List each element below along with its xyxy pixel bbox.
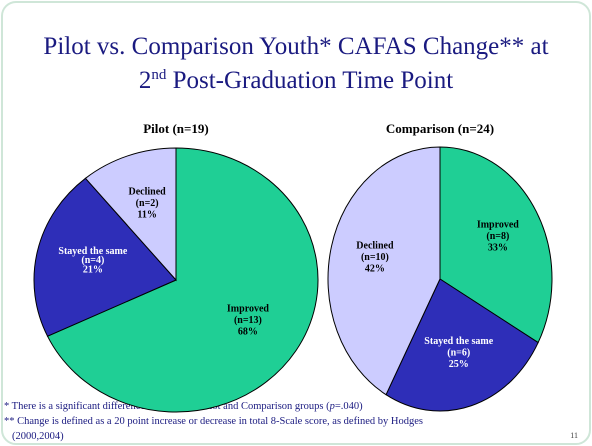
pie-slice bbox=[33, 177, 177, 337]
slice-label: Stayed the same (n=6) 25% bbox=[424, 336, 493, 370]
title-part: 2 bbox=[139, 67, 152, 94]
slice-label-line: (n=4) bbox=[81, 255, 104, 266]
pie-slice bbox=[385, 278, 539, 412]
footnote-part: p bbox=[329, 401, 335, 412]
slice-label-line: 25% bbox=[449, 359, 469, 370]
slice-label-line: Improved bbox=[227, 303, 269, 314]
slice-label-line: Stayed the same bbox=[424, 336, 493, 347]
slice-label: Declined (n=10) 42% bbox=[356, 240, 394, 274]
slice-label-line: Stayed the same bbox=[58, 246, 127, 257]
slice-label: Improved (n=8) 33% bbox=[477, 220, 519, 254]
slice-label-line: (n=2) bbox=[136, 198, 159, 209]
footnote-part: =.040) bbox=[335, 401, 363, 412]
slide-title: Pilot vs. Comparison Youth* CAFAS Change… bbox=[43, 33, 548, 60]
title-part: Post-Graduation Time Point bbox=[166, 67, 453, 94]
footnote: (2000,2004) bbox=[12, 431, 64, 442]
footnote: ** Change is defined as a 20 point incre… bbox=[4, 416, 423, 427]
slice-label-line: 42% bbox=[365, 263, 385, 274]
slice-label: Stayed the same (n=4) 21% bbox=[58, 246, 127, 275]
slice-label-line: Declined bbox=[129, 186, 167, 197]
chart-title: Comparison (n=24) bbox=[386, 121, 494, 136]
pie-slice bbox=[327, 146, 441, 396]
slice-label-line: Declined bbox=[356, 240, 394, 251]
slice-label: Improved (n=13) 68% bbox=[227, 303, 269, 337]
pie-slice bbox=[439, 146, 553, 344]
slice-label-line: (n=13) bbox=[234, 315, 262, 326]
slice-label-line: 11% bbox=[137, 209, 156, 220]
title-superscript: nd bbox=[151, 67, 167, 83]
slice-label-line: Improved bbox=[477, 220, 519, 231]
slice-label-line: 21% bbox=[83, 264, 103, 275]
slice-label-line: 68% bbox=[238, 326, 258, 337]
slice-label-line: (n=6) bbox=[447, 348, 470, 359]
slide-title: 2nd Post-Graduation Time Point bbox=[139, 67, 453, 94]
slice-label-line: (n=8) bbox=[486, 231, 509, 242]
page-number: 11 bbox=[570, 431, 578, 440]
pie-slice bbox=[84, 147, 177, 282]
slice-label: Declined (n=2) 11% bbox=[129, 186, 167, 220]
slice-label-line: 33% bbox=[488, 243, 508, 254]
chart-title: Pilot (n=19) bbox=[143, 121, 209, 136]
pie-slice bbox=[46, 147, 319, 413]
slice-label-line: (n=10) bbox=[361, 252, 389, 263]
